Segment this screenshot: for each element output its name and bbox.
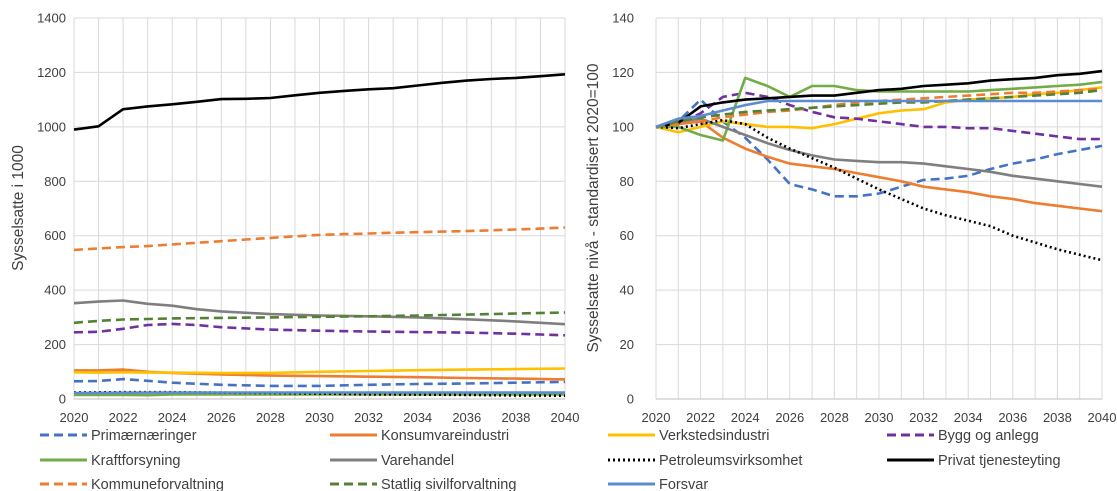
right-series-forsvar <box>655 99 1102 129</box>
left-series-verkstedsindustri <box>73 367 566 375</box>
right-xtick-label: 2028 <box>820 410 849 425</box>
left-series-primaernaeringer <box>73 377 566 388</box>
legend-label-bygg-og-anlegg: Bygg og anlegg <box>938 428 1039 444</box>
right-xtick-label: 2026 <box>775 410 804 425</box>
right-xtick-label: 2038 <box>1043 410 1072 425</box>
left-xtick-label: 2022 <box>109 410 138 425</box>
right-ytick-label: 20 <box>620 337 634 352</box>
left-xtick-label: 2034 <box>403 410 432 425</box>
legend-label-petroleumsvirksomhet: Petroleumsvirksomhet <box>659 453 802 469</box>
right-ytick-label: 80 <box>620 174 634 189</box>
right-xtick-label: 2034 <box>954 410 983 425</box>
left-series-privat-tjenesteyting <box>73 73 566 131</box>
left-ytick-label: 600 <box>44 228 66 243</box>
right-xtick-label: 2020 <box>642 410 671 425</box>
legend-label-kommuneforvaltning: Kommuneforvaltning <box>91 477 224 491</box>
right-ytick-label: 100 <box>612 119 634 134</box>
left-xtick-label: 2038 <box>501 410 530 425</box>
right-xtick-label: 2024 <box>731 410 760 425</box>
right-xtick-label: 2030 <box>865 410 894 425</box>
left-ytick-label: 400 <box>44 283 66 298</box>
left-xtick-label: 2032 <box>354 410 383 425</box>
right-ytick-label: 40 <box>620 283 634 298</box>
left-series-kommuneforvaltning <box>73 226 566 252</box>
right-series-konsumvareindustri <box>655 120 1103 213</box>
right-series-petroleumsvirksomhet <box>655 118 1103 262</box>
right-ytick-label: 140 <box>612 11 634 26</box>
left-series-konsumvareindustri <box>74 368 566 381</box>
legend-label-kraftforsyning: Kraftforsyning <box>91 453 180 469</box>
left-xtick-label: 2024 <box>158 410 187 425</box>
legend: Primærnæringer Konsumvareindustri Verksted… <box>40 428 1061 491</box>
right-series-bygg-og-anlegg <box>655 91 1102 141</box>
legend-label-forsvar: Forsvar <box>659 477 708 491</box>
right-series-kraftforsyning <box>656 76 1103 142</box>
left-ytick-label: 0 <box>59 392 66 407</box>
left-xtick-label: 2020 <box>60 410 89 425</box>
right-ylabel: Sysselsatte nivå - standardisert 2020=10… <box>585 63 602 352</box>
legend-label-varehandel: Varehandel <box>381 453 454 469</box>
left-ytick-label: 1400 <box>37 11 66 26</box>
left-xtick-label: 2030 <box>305 410 334 425</box>
legend-label-konsumvareindustri: Konsumvareindustri <box>381 428 509 444</box>
left-series-forsvar <box>73 391 565 395</box>
left-ytick-label: 200 <box>44 337 66 352</box>
right-xtick-label: 2022 <box>686 410 715 425</box>
right-series-primaernaeringer <box>655 98 1103 198</box>
chart-left-absolute: 0 200 400 600 800 1000 1200 1400 2020 2022 2024 202… <box>10 11 579 426</box>
legend-label-primaernaeringer: Primærnæringer <box>91 428 197 444</box>
left-ytick-label: 1000 <box>37 119 66 134</box>
left-ytick-label: 1200 <box>37 65 66 80</box>
left-xtick-label: 2040 <box>551 410 580 425</box>
right-ytick-label: 60 <box>620 228 634 243</box>
right-xtick-label: 2032 <box>909 410 938 425</box>
left-series-varehandel <box>73 299 566 326</box>
right-xtick-label: 2036 <box>998 410 1027 425</box>
left-xtick-label: 2036 <box>452 410 481 425</box>
right-ytick-label: 120 <box>612 65 634 80</box>
left-xtick-label: 2028 <box>256 410 285 425</box>
left-xtick-label: 2026 <box>207 410 236 425</box>
left-series-statlig-sivilforvaltning <box>73 311 566 325</box>
right-series-statlig-sivilforvaltning <box>655 88 1103 129</box>
right-ytick-label: 0 <box>627 392 634 407</box>
legend-label-privat-tjenesteyting: Privat tjenesteyting <box>938 453 1061 469</box>
legend-label-verkstedsindustri: Verkstedsindustri <box>659 428 769 444</box>
right-series-privat-tjenesteyting <box>655 69 1103 129</box>
left-ylabel: Sysselsatte i 1000 <box>10 145 27 271</box>
left-series-bygg-og-anlegg <box>73 322 566 337</box>
right-series-varehandel <box>655 117 1103 188</box>
legend-label-statlig-sivilforvaltning: Statlig sivilforvaltning <box>381 477 516 491</box>
left-ytick-label: 800 <box>44 174 66 189</box>
right-xtick-label: 2040 <box>1088 410 1117 425</box>
